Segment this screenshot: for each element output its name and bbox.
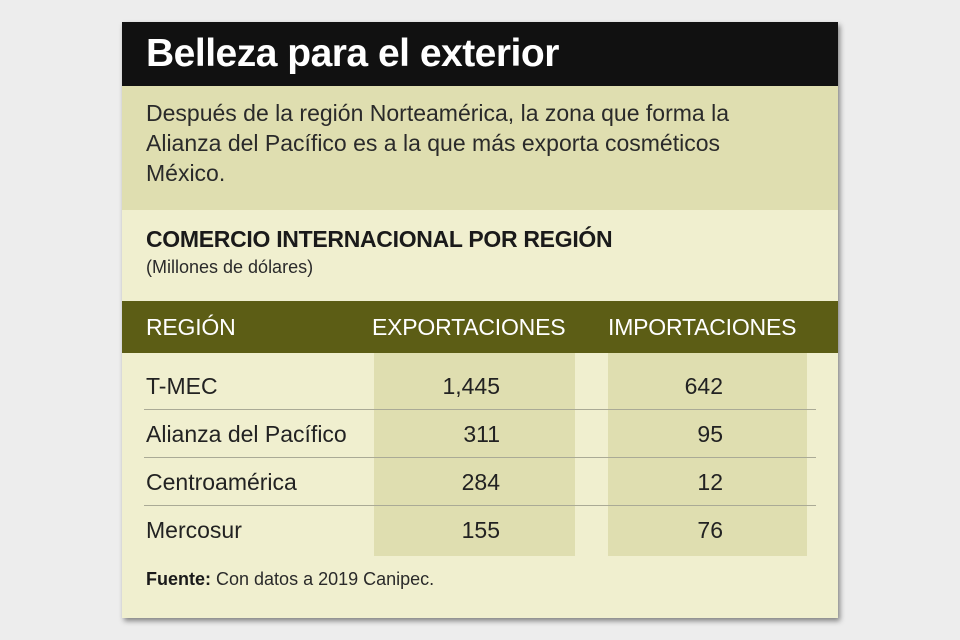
table-subtitle: (Millones de dólares) [146, 257, 314, 277]
table-row: Centroamérica 284 12 [122, 458, 838, 506]
source-label: Fuente: [146, 569, 211, 589]
region-cell: T-MEC [146, 373, 218, 399]
region-cell: Alianza del Pacífico [146, 421, 347, 447]
imports-cell: 12 [697, 469, 723, 495]
region-cell: Mercosur [146, 517, 242, 543]
column-header-region: REGIÓN [146, 314, 236, 340]
table-row: T-MEC 1,445 642 [122, 362, 838, 410]
row-divider [144, 409, 816, 410]
intro-box: Después de la región Norteamérica, la zo… [122, 86, 838, 210]
infographic-card: Belleza para el exterior Después de la r… [122, 22, 838, 618]
exports-cell: 155 [461, 517, 500, 543]
column-header-imports: IMPORTACIONES [608, 314, 797, 340]
imports-cell: 95 [697, 421, 723, 447]
table-row: Alianza del Pacífico 311 95 [122, 410, 838, 458]
exports-cell: 311 [463, 421, 500, 447]
column-header-exports: EXPORTACIONES [372, 314, 566, 340]
row-divider [144, 505, 816, 506]
source-text: Con datos a 2019 Canipec. [216, 569, 435, 589]
exports-cell: 1,445 [442, 373, 500, 399]
row-divider [144, 457, 816, 458]
infographic-title: Belleza para el exterior [146, 32, 559, 75]
imports-cell: 76 [697, 517, 723, 543]
table-heading: COMERCIO INTERNACIONAL POR REGIÓN (Millo… [122, 210, 838, 280]
exports-column-shade [374, 353, 575, 556]
imports-column-shade [608, 353, 807, 556]
exports-cell: 284 [461, 469, 500, 495]
region-cell: Centroamérica [146, 469, 297, 495]
source-note: Fuente: Con datos a 2019 Canipec. [146, 567, 434, 591]
table-row: Mercosur 155 76 [122, 506, 838, 554]
table-header-row: REGIÓN EXPORTACIONES IMPORTACIONES [122, 301, 838, 353]
title-bar: Belleza para el exterior [122, 22, 838, 86]
intro-text: Después de la región Norteamérica, la zo… [146, 100, 729, 186]
imports-cell: 642 [684, 373, 723, 399]
table-title: COMERCIO INTERNACIONAL POR REGIÓN [146, 226, 613, 252]
